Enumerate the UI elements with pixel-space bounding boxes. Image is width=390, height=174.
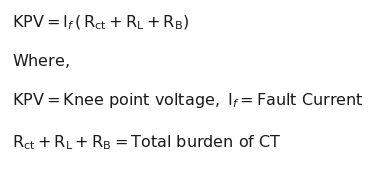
Text: $\mathrm{KPV = I_{\mathit{f}}\,( \, R_{ct} + R_{L} + R_{B})}$: $\mathrm{KPV = I_{\mathit{f}}\,( \, R_{c… <box>12 13 189 32</box>
Text: $\mathrm{R_{ct} + R_{L} + R_{B} = Total\ burden\ of\ CT}$: $\mathrm{R_{ct} + R_{L} + R_{B} = Total\… <box>12 133 282 152</box>
Text: $\mathrm{Where,}$: $\mathrm{Where,}$ <box>12 52 69 70</box>
Text: $\mathrm{KPV = Knee\ point\ voltage,\ I_{\mathit{f}} = Fault\ Current}$: $\mathrm{KPV = Knee\ point\ voltage,\ I_… <box>12 91 363 110</box>
